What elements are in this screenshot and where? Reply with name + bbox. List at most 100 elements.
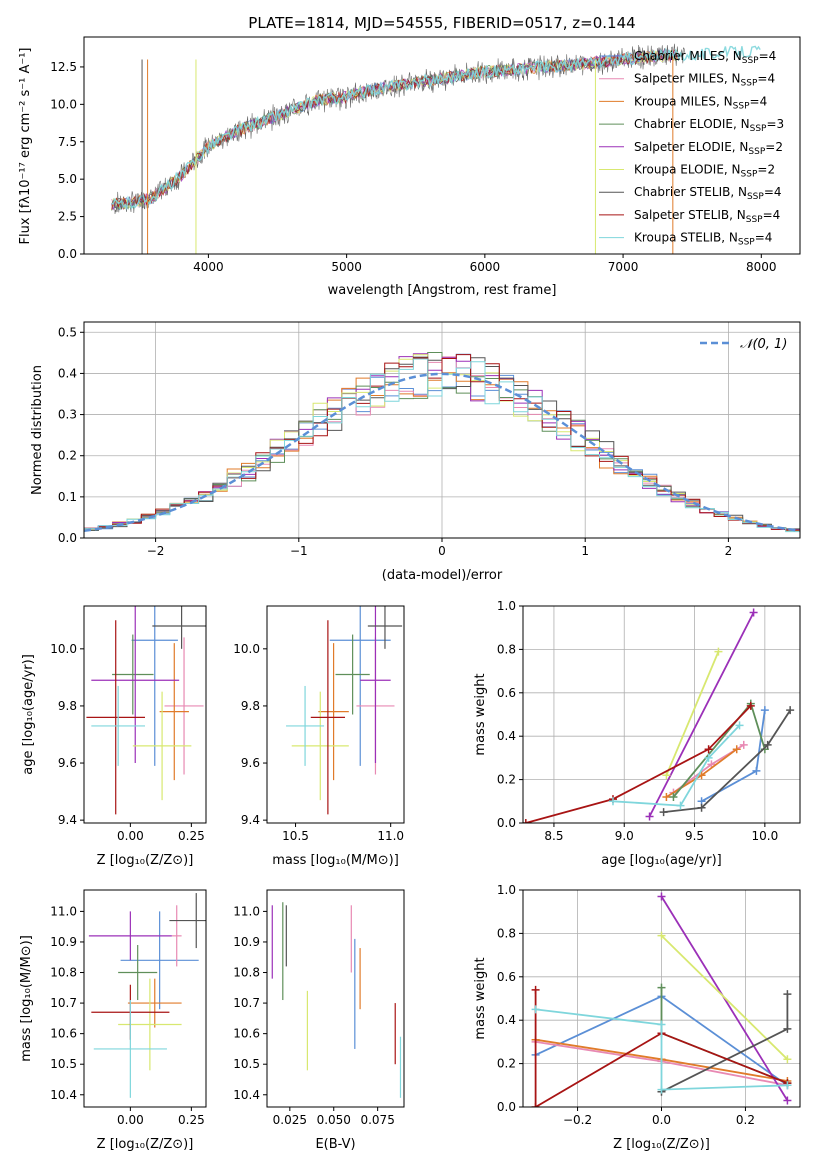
errorbar-point: [118, 945, 158, 1001]
weight-series: [662, 647, 723, 780]
y-tick-label: 0.0: [58, 531, 77, 545]
weight-series: [659, 706, 795, 817]
weight-marker: [531, 1005, 540, 1014]
legend-entry: Chabrier MILES, NSSP=4: [634, 49, 776, 66]
z-vs-age-panel: 0.00 0.25 9.4 9.6 9.8 10.0 Z [log₁₀(Z/Z⊙)] age …: [21, 605, 207, 868]
legend-entry: Chabrier ELODIE, NSSP=3: [634, 117, 784, 134]
errorbar-point: [159, 643, 189, 781]
errorbar-point: [132, 691, 192, 801]
errorbar-point: [91, 606, 180, 764]
weight-marker: [657, 983, 666, 992]
errorbar-point: [164, 637, 204, 775]
y-tick-label: 10.7: [233, 996, 260, 1010]
y-tick-label: 0.2: [58, 449, 77, 463]
errorbar-point: [171, 905, 182, 967]
ebv-vs-mass-panel: 0.025 0.050 0.075 10.4 10.5 10.6 10.7 10.8 10.9 1…: [233, 889, 405, 1152]
y-axis-label: age [log₁₀(age/yr)]: [21, 654, 36, 775]
weight-marker: [662, 792, 671, 801]
weight-marker: [732, 745, 741, 754]
y-tick-label: 1.0: [497, 883, 516, 897]
weight-marker: [645, 812, 654, 821]
y-tick-label: 10.4: [233, 1088, 260, 1102]
residual-panel: −2 −1 0 1 2 0.0 0.1 0.2 0.3 0.4 0.5 (data-model)/e…: [30, 321, 801, 583]
y-tick-label: 0.0: [497, 816, 516, 830]
y-tick-label: 2.5: [58, 210, 77, 224]
x-tick-label: 0.025: [273, 1113, 307, 1127]
x-axis-label: Z [log₁₀(Z/Z⊙)]: [97, 853, 194, 868]
errorbar-point: [93, 1000, 167, 1098]
errorbar-point: [152, 606, 206, 649]
x-tick-label: 6000: [470, 260, 501, 274]
weight-marker: [746, 701, 755, 710]
weight-marker: [659, 808, 668, 817]
weight-marker: [657, 1085, 666, 1094]
spectrum-ylabel: Flux [fλ10⁻¹⁷ erg cm⁻² s⁻¹ A⁻¹]: [18, 48, 33, 245]
errorbar-point: [112, 634, 154, 715]
legend-entry: Kroupa ELODIE, NSSP=2: [634, 163, 775, 180]
gaussian-curve: [84, 372, 800, 533]
errorbar-point: [118, 978, 182, 1071]
y-tick-label: 9.8: [58, 699, 77, 713]
weight-marker: [657, 892, 666, 901]
weight-series: [645, 608, 758, 821]
x-tick-label: 9.0: [615, 829, 634, 843]
y-tick-label: 0.5: [58, 325, 77, 339]
errorbar-point: [169, 893, 206, 949]
weight-marker: [676, 801, 685, 810]
y-tick-label: 9.4: [58, 813, 77, 827]
errorbar-point: [131, 606, 178, 766]
y-tick-label: 10.4: [50, 1088, 77, 1102]
weight-marker: [714, 647, 723, 656]
errorbar-point: [329, 606, 391, 766]
y-tick-label: 0.8: [497, 642, 516, 656]
weight-marker: [657, 931, 666, 940]
legend-entry: Salpeter ELODIE, NSSP=2: [634, 140, 783, 157]
spectrum-xlabel: wavelength [Angstrom, rest frame]: [328, 283, 557, 298]
x-tick-label: 11.0: [377, 829, 404, 843]
weight-marker: [608, 797, 617, 806]
y-tick-label: 0.6: [497, 970, 516, 984]
weight-marker: [531, 985, 540, 994]
y-tick-label: 0.2: [497, 773, 516, 787]
mass-vs-age-panel: 10.5 11.0 9.4 9.6 9.8 10.0 mass [log₁₀(M/M⊙)]: [233, 605, 405, 868]
x-axis-label: Z [log₁₀(Z/Z⊙)]: [97, 1137, 194, 1152]
x-tick-label: 5000: [331, 260, 362, 274]
weight-marker: [662, 771, 671, 780]
y-tick-label: 10.8: [233, 966, 260, 980]
errorbar-point: [91, 685, 145, 766]
x-axis-label: E(B-V): [315, 1137, 355, 1152]
residual-ylabel: Normed distribution: [30, 365, 45, 495]
y-tick-label: 0.2: [497, 1057, 516, 1071]
y-tick-label: 11.0: [233, 904, 260, 918]
weight-marker: [783, 1055, 792, 1064]
weight-marker: [739, 740, 748, 749]
y-tick-label: 0.6: [497, 686, 516, 700]
y-tick-label: 0.4: [497, 1013, 516, 1027]
x-tick-label: 4000: [193, 260, 224, 274]
y-tick-label: 10.7: [50, 996, 77, 1010]
errorbar-point: [310, 620, 346, 815]
residual-xlabel: (data-model)/error: [382, 568, 503, 583]
x-tick-label: 0.25: [178, 1113, 205, 1127]
weight-marker: [523, 819, 530, 823]
errorbar-point: [88, 911, 172, 961]
y-tick-label: 9.6: [241, 756, 260, 770]
weight-marker: [783, 1096, 792, 1105]
x-tick-label: 9.5: [685, 829, 704, 843]
y-tick-label: 5.0: [58, 172, 77, 186]
y-tick-label: 9.6: [58, 756, 77, 770]
x-axis-label: age [log₁₀(age/yr)]: [601, 853, 722, 868]
legend-entry: Chabrier STELIB, NSSP=4: [634, 185, 782, 202]
y-tick-label: 9.8: [241, 699, 260, 713]
x-tick-label: 0.25: [178, 829, 205, 843]
x-tick-label: 2: [725, 544, 733, 558]
y-tick-label: 10.5: [233, 1057, 260, 1071]
x-axis-label: mass [log₁₀(M/M⊙)]: [272, 853, 399, 868]
errorbar-point: [360, 606, 391, 764]
x-tick-label: 0.00: [117, 1113, 144, 1127]
errorbar-point: [318, 643, 349, 781]
y-tick-label: 10.6: [50, 1027, 77, 1041]
spectrum-plot-area: [111, 43, 761, 254]
weight-marker: [786, 706, 795, 715]
